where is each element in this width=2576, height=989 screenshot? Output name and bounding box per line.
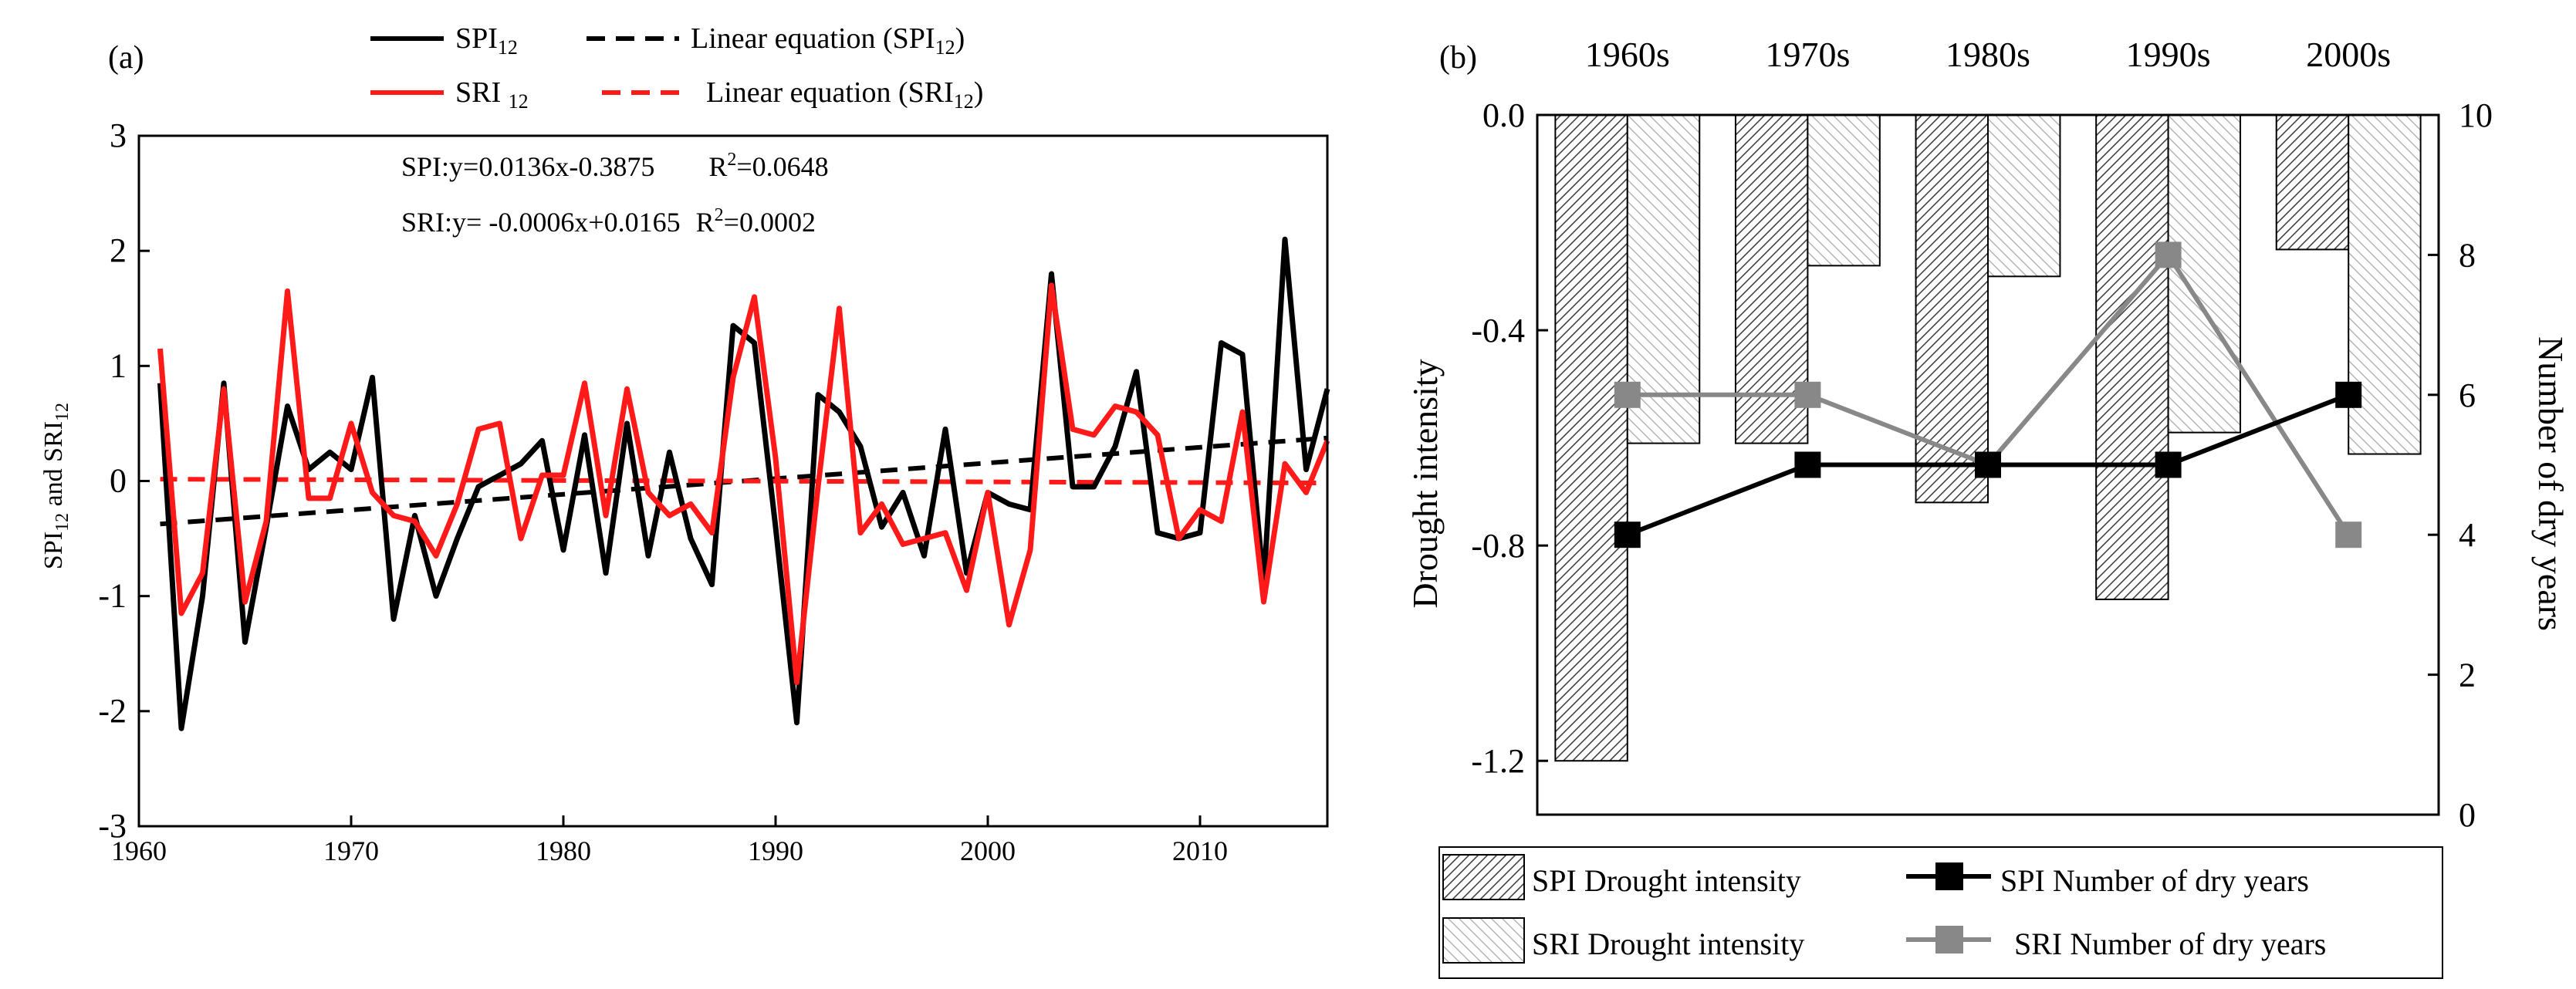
marker-sri-number-of-dry-years-1990s — [2155, 241, 2182, 268]
category-label: 1980s — [1946, 35, 2030, 74]
panel-a-frame — [137, 134, 1329, 828]
panel-b-ticks: 0.0 -0.4 -0.8 -1.2 0 2 4 6 8 10 — [1471, 96, 2493, 834]
y-right-tick-label: 4 — [2459, 516, 2476, 554]
marker-spi-number-of-dry-years-1990s — [2155, 451, 2182, 478]
y-left-tick-label: 0.0 — [1482, 96, 1525, 134]
panel-b-category-labels: 1960s 1970s 1980s 1990s 2000s — [1585, 35, 2391, 74]
category-label: 1990s — [2126, 35, 2211, 74]
legend-swatch-spi-intensity — [1442, 854, 1525, 900]
panel-a-chart: (a) SPI12 Linear equation (SPI12) SRI 12… — [39, 22, 1330, 866]
bar-spi-intensity-2000s — [2275, 114, 2350, 251]
x-tick-label: 1990 — [748, 835, 803, 866]
series-line-sri12 — [157, 282, 1330, 686]
x-tick-label: 1960 — [111, 835, 167, 866]
panel-b-legend: SPI Drought intensity SPI Number of dry … — [1438, 846, 2443, 979]
y-right-tick-label: 6 — [2459, 376, 2476, 414]
legend-label-sri12: SRI 12 — [455, 76, 529, 113]
legend-label-spi-intensity: SPI Drought intensity — [1532, 863, 1801, 898]
marker-sri-number-of-dry-years-1960s — [1614, 381, 1641, 408]
y-tick-label: 1 — [110, 346, 127, 384]
legend-label-sri-intensity: SRI Drought intensity — [1532, 927, 1804, 961]
panel-a-legend: SPI12 Linear equation (SPI12) SRI 12 Lin… — [370, 22, 983, 113]
legend-label-sri-linear: Linear equation (SRI12) — [706, 76, 983, 113]
panel-b-bars — [1554, 114, 2422, 762]
y-left-tick-label: -1.2 — [1471, 742, 1525, 780]
x-tick-label: 2000 — [960, 835, 1016, 866]
y-right-tick-label: 10 — [2459, 96, 2493, 134]
category-label: 1960s — [1585, 35, 1670, 74]
y-right-tick-label: 8 — [2459, 236, 2476, 274]
legend-swatch-sri-intensity — [1442, 917, 1525, 964]
y-tick-label: -3 — [98, 807, 127, 845]
y-right-tick-label: 2 — [2459, 657, 2476, 694]
y-tick-label: 0 — [110, 462, 127, 500]
y-tick-label: -1 — [98, 577, 127, 615]
marker-sri-number-of-dry-years-1970s — [1794, 381, 1821, 408]
annotation-sri-equation: SRI:y= -0.0006x+0.0165 R2=0.0002 — [401, 205, 816, 238]
bar-spi-intensity-1960s — [1554, 114, 1628, 762]
bar-sri-intensity-1970s — [1807, 114, 1881, 267]
panel-b-chart: (b) 1960s 1970s 1980s 1990s 2000s Drought in… — [1405, 35, 2571, 979]
panel-b-label: (b) — [1439, 40, 1477, 76]
y-tick-label: 3 — [110, 116, 127, 154]
category-label: 1970s — [1765, 35, 1850, 74]
legend-marker-sri-dry-years — [1935, 926, 1963, 954]
category-label: 2000s — [2306, 35, 2391, 74]
legend-label-spi-linear: Linear equation (SPI12) — [691, 22, 965, 59]
y-left-tick-label: -0.4 — [1471, 312, 1525, 349]
y-left-tick-label: -0.8 — [1471, 527, 1525, 565]
legend-marker-spi-dry-years — [1935, 862, 1963, 890]
legend-label-sri-dry-years: SRI Number of dry years — [2014, 927, 2326, 961]
panel-b-frame — [1536, 113, 2440, 816]
marker-spi-number-of-dry-years-2000s — [2335, 381, 2362, 408]
panel-a-label: (a) — [108, 40, 144, 76]
x-tick-label: 1980 — [536, 835, 591, 866]
panel-a-ticks: 1960 1970 1980 1990 2000 2010 -3 -2 -1 0 1 2 3 — [98, 116, 1228, 866]
panel-a-plot-area — [157, 236, 1330, 731]
panel-b-ylabel-right: Number of dry years — [2531, 336, 2571, 631]
marker-sri-number-of-dry-years-2000s — [2335, 522, 2362, 549]
panel-b-lines — [1614, 241, 2362, 549]
x-tick-label: 2010 — [1172, 835, 1228, 866]
trend-line-linear-equation-sri12 — [160, 477, 1328, 486]
y-right-tick-label: 0 — [2459, 796, 2476, 834]
marker-spi-number-of-dry-years-1980s — [1975, 451, 2001, 478]
marker-spi-number-of-dry-years-1970s — [1794, 451, 1821, 478]
y-tick-label: 2 — [110, 231, 127, 269]
bar-spi-intensity-1980s — [1915, 114, 1989, 504]
panel-b-ylabel-left: Drought intensity — [1405, 359, 1445, 608]
bar-sri-intensity-1980s — [1987, 114, 2061, 278]
panel-b-legend-box — [1438, 846, 2443, 979]
legend-label-spi12: SPI12 — [455, 22, 518, 59]
panel-a-ylabel: SPI12 and SRI12 — [39, 403, 73, 569]
marker-spi-number-of-dry-years-1960s — [1614, 522, 1641, 549]
annotation-spi-equation: SPI:y=0.0136x-0.3875 R2=0.0648 — [401, 150, 829, 182]
x-tick-label: 1970 — [323, 835, 379, 866]
y-tick-label: -2 — [98, 692, 127, 730]
bar-spi-intensity-1990s — [2095, 114, 2169, 600]
legend-label-spi-dry-years: SPI Number of dry years — [2000, 863, 2309, 898]
